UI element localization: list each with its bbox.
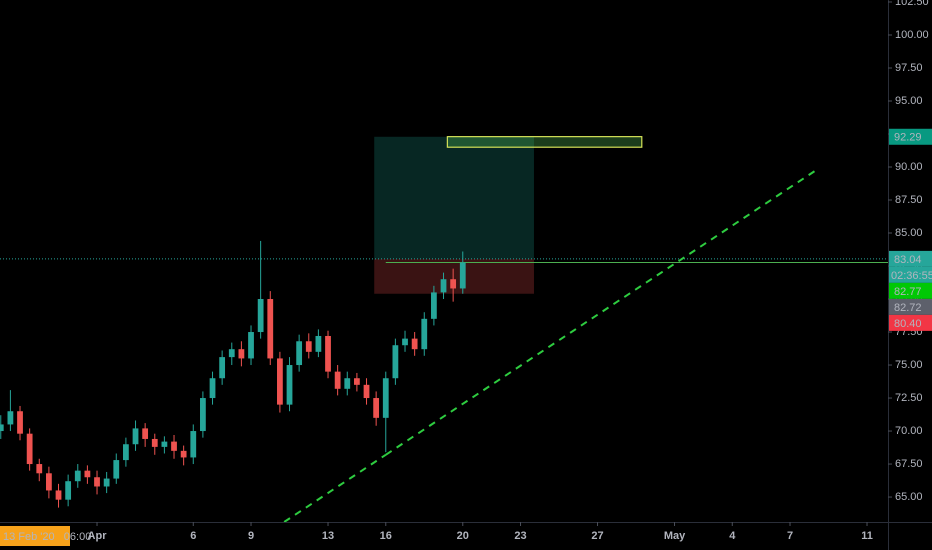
candle-body (26, 433, 33, 465)
y-tick-label: 70.00 (895, 425, 923, 437)
price-badge (889, 128, 932, 145)
price-badge-label: 80.40 (894, 318, 922, 330)
candle-body (36, 464, 43, 474)
candle-body (296, 341, 303, 366)
y-tick-label: 67.50 (895, 458, 923, 470)
countdown-badge (889, 266, 932, 283)
price-badge (889, 298, 932, 315)
candle-body (373, 398, 380, 418)
y-tick-label: 75.00 (895, 359, 923, 371)
plot-area (0, 136, 888, 522)
candle-body (219, 357, 226, 379)
cursor-time-label: 13 Feb '20 06:00 (3, 531, 91, 543)
candle-body (161, 441, 168, 447)
candle-body (257, 299, 264, 333)
candle-body (65, 481, 72, 500)
price-badge (889, 250, 932, 267)
candle-body (248, 332, 254, 359)
candle-body (209, 378, 216, 399)
candle-body (180, 450, 187, 458)
price-badge-label: 92.29 (894, 132, 922, 144)
y-tick-label: 87.50 (895, 194, 923, 206)
x-tick-label: 11 (861, 530, 873, 542)
position-loss-zone (374, 258, 534, 294)
candle-body (402, 338, 408, 346)
y-tick-label: 90.00 (895, 161, 923, 173)
candle-body (171, 441, 177, 451)
candle-body (228, 349, 235, 358)
x-tick-label: May (664, 530, 686, 542)
drawn-rectangle (446, 136, 643, 148)
y-tick-label: 85.00 (895, 227, 923, 239)
candle-body (113, 460, 120, 479)
candle-body (363, 384, 370, 399)
candle-body (123, 444, 129, 461)
y-tick-label: 65.00 (895, 491, 923, 503)
candle-body (74, 470, 81, 482)
x-tick-label: 16 (380, 530, 392, 542)
price-badge-label: 83.04 (894, 254, 922, 266)
x-tick-label: 23 (514, 530, 526, 542)
cursor-time-badge (0, 526, 70, 546)
x-tick-label: 7 (787, 530, 793, 542)
candle-body (132, 428, 139, 445)
candle-body (84, 470, 91, 478)
candle-body (267, 299, 274, 359)
candle-body (325, 335, 331, 372)
y-tick-label: 97.50 (895, 62, 923, 74)
candle-body (421, 318, 428, 350)
candle-body (431, 292, 437, 319)
price-badge (889, 282, 932, 299)
candle-body (382, 378, 389, 418)
price-badge-label: 82.72 (894, 302, 922, 314)
candle-body (200, 398, 206, 432)
trend-line (385, 167, 820, 456)
countdown-label: 02:36:55 (891, 270, 932, 282)
candle-body (103, 478, 110, 487)
candle-body (334, 371, 341, 389)
x-tick-label: 20 (457, 530, 469, 542)
candle-body (440, 279, 447, 293)
candle-body (151, 438, 158, 447)
y-tick-label: 72.50 (895, 392, 923, 404)
candle-body (55, 490, 62, 500)
candle-body (305, 341, 312, 352)
candle-body (344, 378, 351, 389)
candle-body (392, 345, 399, 379)
candle-body (459, 262, 466, 289)
position-profit-zone (374, 136, 534, 259)
y-tick-label: 102.50 (895, 0, 929, 8)
candle-body (46, 473, 52, 491)
candle-body (315, 335, 322, 352)
x-tick-label: 4 (729, 530, 736, 542)
candle-body (190, 431, 197, 458)
x-tick-label: Apr (88, 530, 108, 542)
candle-body (0, 424, 4, 432)
candle-body (450, 279, 457, 289)
candle-body (142, 428, 149, 439)
price-badge-label: 82.77 (894, 286, 922, 298)
x-tick-label: 13 (322, 530, 334, 542)
candle-body (354, 378, 360, 385)
candle-body (277, 358, 283, 405)
y-tick-label: 95.00 (895, 95, 923, 107)
candle-body (286, 365, 293, 405)
x-tick-label: 9 (248, 530, 254, 542)
candle-body (238, 349, 245, 359)
candle-body (411, 338, 418, 350)
x-tick-label: 6 (190, 530, 196, 542)
candle-body (94, 477, 100, 487)
price-badge (889, 314, 932, 331)
candle-body (17, 411, 23, 434)
x-tick-label: 27 (591, 530, 603, 542)
y-tick-label: 100.00 (895, 29, 929, 41)
candle-body (7, 411, 14, 425)
